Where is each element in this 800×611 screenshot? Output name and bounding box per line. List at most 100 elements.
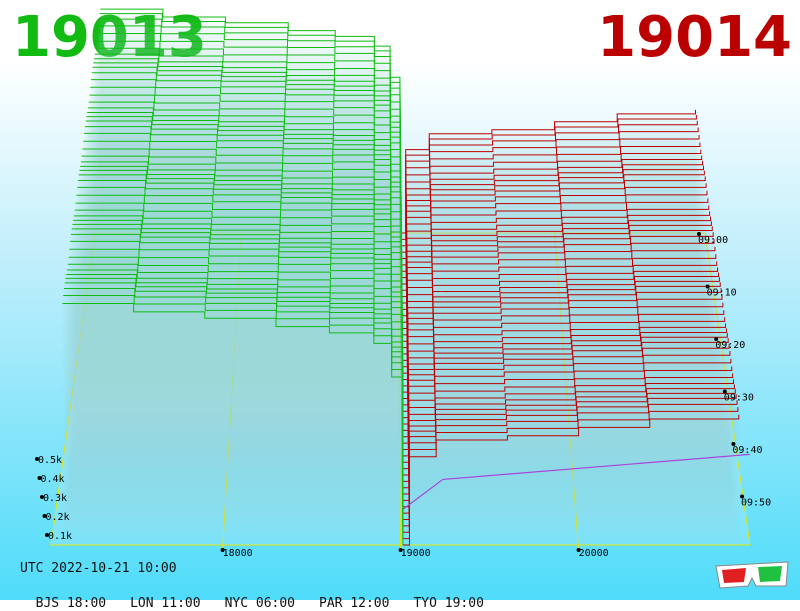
x-tick-dot (398, 548, 403, 552)
ask-depth-line (402, 317, 726, 444)
snapshot-fill (67, 264, 733, 501)
ask-depth-line (401, 221, 712, 349)
ask-depth-line (401, 277, 720, 406)
z-axis: 0.1k 0.2k 0.3k 0.4k 0.5k (35, 455, 72, 542)
time-tick-dot (714, 337, 719, 341)
snapshot-fill (72, 224, 728, 463)
ask-depth-line (402, 400, 738, 533)
ask-depth-line (402, 333, 728, 463)
ask-depth-line (402, 379, 734, 508)
z-tick-label: 0.4k (41, 474, 65, 485)
snapshot-fill (74, 210, 725, 444)
time-axis: 09:00 09:10 09:20 09:30 09:40 09:50 (697, 232, 771, 509)
zone-nyc: NYC 06:00 (224, 596, 296, 611)
ask-depth-line (402, 344, 730, 476)
utc-time: UTC 2022-10-21 10:00 (20, 561, 177, 576)
x-gridline (222, 232, 242, 551)
snapshot-fill (67, 269, 734, 507)
time-tick-label: 09:40 (732, 445, 762, 456)
ask-depth-line (401, 302, 724, 431)
snapshot-fill (80, 161, 718, 393)
ask-depth-line (401, 295, 723, 425)
snapshot-fill (99, 13, 697, 240)
ask-depth-line (403, 414, 740, 546)
z-tick-label: 0.1k (48, 531, 72, 542)
ask-depth-line (400, 165, 704, 291)
snapshot-fill (78, 174, 721, 412)
x-tick-dot (576, 548, 581, 552)
snapshot-fill (64, 282, 737, 526)
snapshot-fill (65, 278, 736, 520)
ask-depth-line (401, 267, 719, 393)
ask-depth-line (402, 310, 725, 438)
ask-depth-line (401, 216, 712, 342)
snapshot-fill (81, 156, 717, 386)
ask-depth-line (400, 120, 698, 247)
time-tick-dot (740, 494, 744, 499)
ask-depth-line (400, 135, 700, 259)
ask-depth-line (402, 323, 727, 450)
time-tick-label: 09:20 (715, 340, 745, 351)
z-tick-label: 0.3k (43, 493, 67, 504)
zone-lon: LON 11:00 (130, 596, 201, 611)
ask-depth-line (401, 288, 722, 419)
ask-depth-line (400, 127, 699, 253)
ask-depth-line (401, 261, 718, 387)
ask-depth-line (401, 239, 715, 368)
latest-ask-line (402, 453, 751, 510)
snapshot-fill (83, 141, 715, 374)
snapshot-fill (90, 79, 707, 310)
snapshot-fill (68, 257, 732, 495)
ask-depth-line (400, 142, 701, 266)
ask-price: 19014 (597, 5, 792, 70)
ask-depth-line (401, 211, 711, 336)
chart-floor: 18000 19000 20000 (50, 232, 751, 559)
snapshot-fill (94, 54, 702, 278)
time-tick-dot (722, 389, 727, 394)
time-tick-dot (705, 284, 710, 289)
ask-depth-line (400, 205, 710, 330)
snapshot-fill (95, 48, 701, 272)
zone-bjs: BJS 18:00 (35, 596, 107, 611)
snapshot-fill (90, 87, 707, 316)
x-tick-label: 18000 (223, 548, 253, 559)
z-tick-dot (37, 476, 42, 480)
ask-depth-line (401, 282, 721, 412)
snapshot-fill (82, 149, 716, 380)
snapshot-fill (84, 133, 715, 367)
snapshot-fill (96, 41, 700, 265)
x-tick-label: 20000 (579, 548, 609, 559)
ask-depth-line (402, 351, 731, 482)
ask-depth-line (400, 183, 707, 310)
x-gridline (397, 232, 402, 551)
x-tick-label: 19000 (401, 548, 431, 559)
z-tick-label: 0.2k (46, 512, 70, 523)
snapshot-fill (63, 295, 738, 539)
zone-par: PAR 12:00 (319, 596, 390, 611)
ask-depth-line (400, 155, 703, 279)
snapshot-fill (70, 234, 730, 475)
ask-depth-line (401, 226, 713, 355)
3d-glasses-icon[interactable] (712, 556, 792, 592)
time-tick-label: 09:00 (698, 235, 728, 246)
ask-depth-line (400, 190, 708, 317)
time-tick-dot (731, 442, 736, 446)
time-tick-dot (697, 232, 701, 236)
snapshot-fill (100, 9, 696, 234)
snapshot-fill (97, 25, 699, 253)
z-tick-label: 0.5k (38, 455, 62, 466)
ask-depth-line (400, 198, 709, 323)
ask-depth-line (400, 160, 704, 285)
snapshot-fill (63, 288, 738, 533)
ask-depth-line (400, 109, 697, 234)
ask-depth-line (401, 246, 716, 374)
snapshot-fill (89, 95, 708, 323)
ask-depth-line (401, 272, 719, 400)
ask-depth-line (402, 338, 729, 470)
ask-depth-line (402, 328, 727, 457)
zone-tyo: TYO 19:00 (413, 596, 484, 611)
snapshot-fill (77, 180, 722, 418)
z-tick-dot (40, 495, 44, 499)
floor-plane (50, 232, 751, 546)
